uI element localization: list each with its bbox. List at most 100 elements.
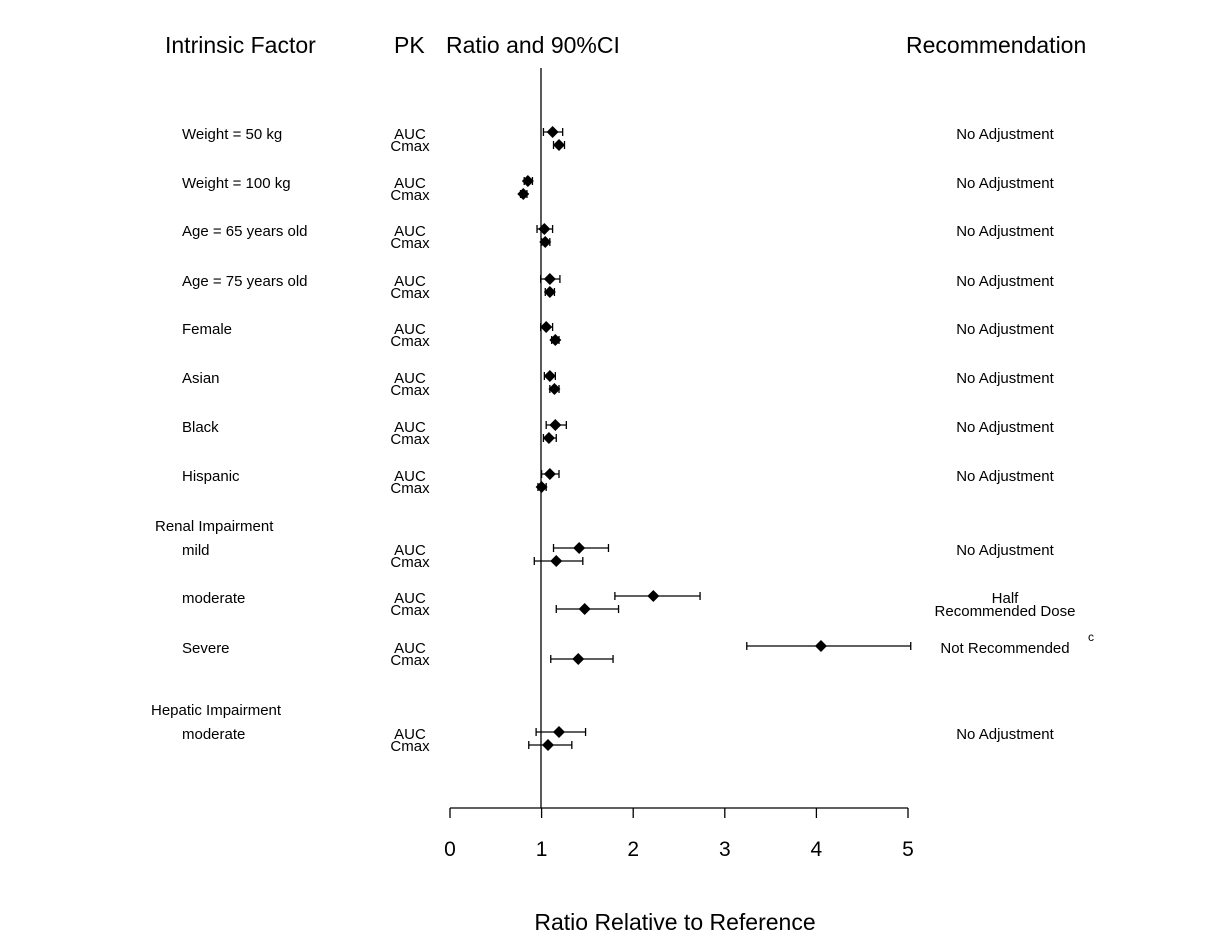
pk-label-auc: AUC bbox=[394, 223, 426, 240]
cmax-point bbox=[550, 555, 563, 567]
auc-point bbox=[521, 175, 534, 187]
x-axis-ticks: 0 1 2 3 4 5 bbox=[444, 808, 914, 861]
row-recommendation: No Adjustment bbox=[956, 468, 1054, 485]
auc-point bbox=[538, 223, 551, 235]
pk-label-auc: AUC bbox=[394, 640, 426, 657]
pk-label-cmax: Cmax bbox=[390, 431, 430, 448]
row-factor-label: moderate bbox=[182, 726, 245, 743]
row-recommendation: No Adjustment bbox=[956, 175, 1054, 192]
cmax-point bbox=[517, 188, 530, 200]
row-factor-label: Female bbox=[182, 321, 232, 338]
row-recommendation: No Adjustment bbox=[956, 223, 1054, 240]
pk-label-auc: AUC bbox=[394, 273, 426, 290]
row-recommendation: Not Recommended bbox=[940, 640, 1069, 657]
row-recommendation: No Adjustment bbox=[956, 726, 1054, 743]
pk-label-cmax: Cmax bbox=[390, 554, 430, 571]
row-recommendation: No Adjustment bbox=[956, 542, 1054, 559]
x-tick-label: 4 bbox=[811, 838, 823, 861]
row-factor-label: mild bbox=[182, 542, 210, 559]
row-factor-label: Age = 65 years old bbox=[182, 223, 308, 240]
pk-label-auc: AUC bbox=[394, 175, 426, 192]
pk-label-cmax: Cmax bbox=[390, 333, 430, 350]
pk-label-cmax: Cmax bbox=[390, 738, 430, 755]
pk-label-auc: AUC bbox=[394, 590, 426, 607]
row-recommendation-line: Half bbox=[992, 590, 1020, 607]
header-recommendation: Recommendation bbox=[906, 32, 1086, 58]
row-recommendation: No Adjustment bbox=[956, 273, 1054, 290]
pk-label-cmax: Cmax bbox=[390, 480, 430, 497]
cmax-point bbox=[548, 383, 561, 395]
cmax-point bbox=[543, 286, 556, 298]
header-ratio-ci: Ratio and 90%CI bbox=[446, 32, 620, 58]
header-intrinsic-factor: Intrinsic Factor bbox=[165, 32, 316, 58]
cmax-point bbox=[535, 481, 548, 493]
pk-label-cmax: Cmax bbox=[390, 138, 430, 155]
row-factor-label: Age = 75 years old bbox=[182, 273, 308, 290]
pk-label-cmax: Cmax bbox=[390, 187, 430, 204]
cmax-point bbox=[542, 739, 555, 751]
auc-point bbox=[553, 726, 566, 738]
row-factor-label: Asian bbox=[182, 370, 220, 387]
pk-label-auc: AUC bbox=[394, 542, 426, 559]
auc-point bbox=[647, 590, 660, 602]
pk-label-auc: AUC bbox=[394, 370, 426, 387]
row-recommendation-line: Recommended Dose bbox=[935, 603, 1076, 620]
row-recommendation: No Adjustment bbox=[956, 126, 1054, 143]
row-factor-label: Severe bbox=[182, 640, 230, 657]
cmax-point bbox=[539, 236, 552, 248]
auc-point bbox=[543, 468, 556, 480]
pk-label-auc: AUC bbox=[394, 419, 426, 436]
row-recommendation: No Adjustment bbox=[956, 321, 1054, 338]
cmax-point bbox=[542, 432, 555, 444]
pk-label-cmax: Cmax bbox=[390, 285, 430, 302]
auc-point bbox=[546, 126, 559, 138]
row-factor-label: Weight = 50 kg bbox=[182, 126, 282, 143]
row-recommendation: No Adjustment bbox=[956, 370, 1054, 387]
cmax-point bbox=[549, 334, 562, 346]
recommendation-footnote-marker: c bbox=[1088, 630, 1094, 644]
header-pk: PK bbox=[394, 32, 425, 58]
x-tick-label: 0 bbox=[444, 838, 456, 861]
pk-label-auc: AUC bbox=[394, 468, 426, 485]
group-label-hepatic-impairment: Hepatic Impairment bbox=[151, 702, 282, 719]
auc-point bbox=[549, 419, 562, 431]
auc-point bbox=[573, 542, 586, 554]
cmax-point bbox=[572, 653, 585, 665]
cmax-point bbox=[553, 139, 566, 151]
x-tick-label: 3 bbox=[719, 838, 731, 861]
x-axis-label: Ratio Relative to Reference bbox=[534, 909, 815, 935]
auc-point bbox=[543, 370, 556, 382]
pk-label-cmax: Cmax bbox=[390, 602, 430, 619]
x-tick-label: 1 bbox=[536, 838, 548, 861]
pk-label-cmax: Cmax bbox=[390, 382, 430, 399]
auc-point bbox=[814, 640, 827, 652]
pk-label-cmax: Cmax bbox=[390, 652, 430, 669]
row-recommendation: No Adjustment bbox=[956, 419, 1054, 436]
row-factor-label: moderate bbox=[182, 590, 245, 607]
pk-label-auc: AUC bbox=[394, 726, 426, 743]
row-factor-label: Black bbox=[182, 419, 219, 436]
auc-point bbox=[543, 273, 556, 285]
x-tick-label: 5 bbox=[902, 838, 914, 861]
auc-point bbox=[540, 321, 553, 333]
group-label-renal-impairment: Renal Impairment bbox=[155, 518, 274, 535]
pk-label-auc: AUC bbox=[394, 126, 426, 143]
cmax-point bbox=[578, 603, 591, 615]
x-tick-label: 2 bbox=[627, 838, 639, 861]
pk-label-cmax: Cmax bbox=[390, 235, 430, 252]
row-factor-label: Hispanic bbox=[182, 468, 240, 485]
